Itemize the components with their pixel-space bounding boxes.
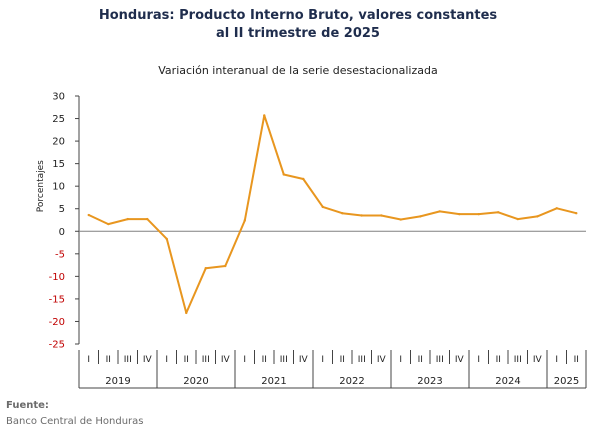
y-tick-label: -25 — [49, 340, 65, 351]
y-tick-label: 15 — [52, 159, 65, 170]
series-line — [88, 114, 577, 314]
quarter-label: IV — [377, 355, 387, 365]
data-point — [185, 311, 188, 315]
quarter-label: II — [574, 355, 579, 365]
data-point — [282, 173, 285, 176]
data-point — [575, 212, 578, 215]
y-tick-label: 5 — [59, 204, 65, 215]
y-tick-label: -5 — [55, 249, 65, 260]
data-point — [399, 218, 402, 221]
quarter-label: II — [106, 355, 111, 365]
quarter-label: I — [399, 355, 402, 365]
quarter-label: IV — [455, 355, 465, 365]
quarter-label: I — [165, 355, 168, 365]
quarter-label: I — [243, 355, 246, 365]
data-point — [146, 217, 149, 221]
quarter-label: II — [496, 355, 501, 365]
quarter-label: IV — [533, 355, 543, 365]
y-axis-title: Porcentajes — [36, 160, 46, 212]
quarter-label: I — [477, 355, 480, 365]
data-point — [87, 213, 90, 217]
data-point — [341, 212, 344, 215]
year-label: 2022 — [339, 376, 364, 387]
year-label: 2023 — [417, 376, 442, 387]
quarter-label: II — [340, 355, 345, 365]
data-point — [458, 212, 461, 216]
data-point — [536, 215, 539, 218]
y-tick-label: 25 — [52, 114, 65, 125]
year-label: 2019 — [105, 376, 130, 387]
chart-subtitle: Variación interanual de la serie desesta… — [158, 64, 438, 77]
quarter-label: III — [124, 355, 132, 365]
data-point — [165, 237, 168, 241]
quarter-label: II — [418, 355, 423, 365]
quarter-label: III — [280, 355, 288, 365]
data-point — [555, 207, 558, 210]
quarter-label: I — [555, 355, 558, 365]
data-point — [263, 114, 266, 117]
data-point — [477, 212, 480, 216]
y-tick-label: -15 — [49, 294, 65, 305]
quarter-label: IV — [143, 355, 153, 365]
data-point — [204, 267, 207, 270]
chart-title-line-2: al II trimestre de 2025 — [216, 26, 380, 41]
data-point — [243, 219, 246, 222]
data-point — [360, 214, 363, 217]
year-label: 2024 — [495, 376, 520, 387]
year-label: 2020 — [183, 376, 208, 387]
y-tick-label: 20 — [52, 137, 65, 148]
quarter-label: II — [262, 355, 267, 365]
y-tick-label: 30 — [52, 92, 65, 103]
data-point — [380, 214, 383, 217]
quarter-label: III — [202, 355, 210, 365]
y-tick-label: -10 — [49, 272, 65, 283]
data-point — [497, 211, 500, 214]
data-point — [419, 215, 422, 218]
source-label: Fuente: — [6, 400, 49, 411]
quarter-label: III — [436, 355, 444, 365]
y-tick-label: 0 — [59, 227, 65, 238]
quarter-label: IV — [299, 355, 309, 365]
data-point — [516, 217, 519, 221]
quarter-label: I — [87, 355, 90, 365]
year-label: 2025 — [554, 376, 579, 387]
data-point — [321, 205, 324, 209]
data-point — [107, 222, 110, 226]
data-point — [126, 217, 129, 221]
chart-title-line-1: Honduras: Producto Interno Bruto, valore… — [98, 8, 498, 23]
source-text: Banco Central de Honduras — [6, 416, 144, 427]
year-label: 2021 — [261, 376, 286, 387]
y-tick-label: -20 — [49, 317, 65, 328]
data-point — [438, 210, 441, 213]
quarter-label: II — [184, 355, 189, 365]
data-point — [302, 177, 305, 181]
quarter-label: III — [358, 355, 366, 365]
quarter-label: IV — [221, 355, 231, 365]
quarter-label: III — [514, 355, 522, 365]
data-point — [224, 264, 227, 268]
y-tick-label: 10 — [52, 182, 65, 193]
quarter-label: I — [321, 355, 324, 365]
